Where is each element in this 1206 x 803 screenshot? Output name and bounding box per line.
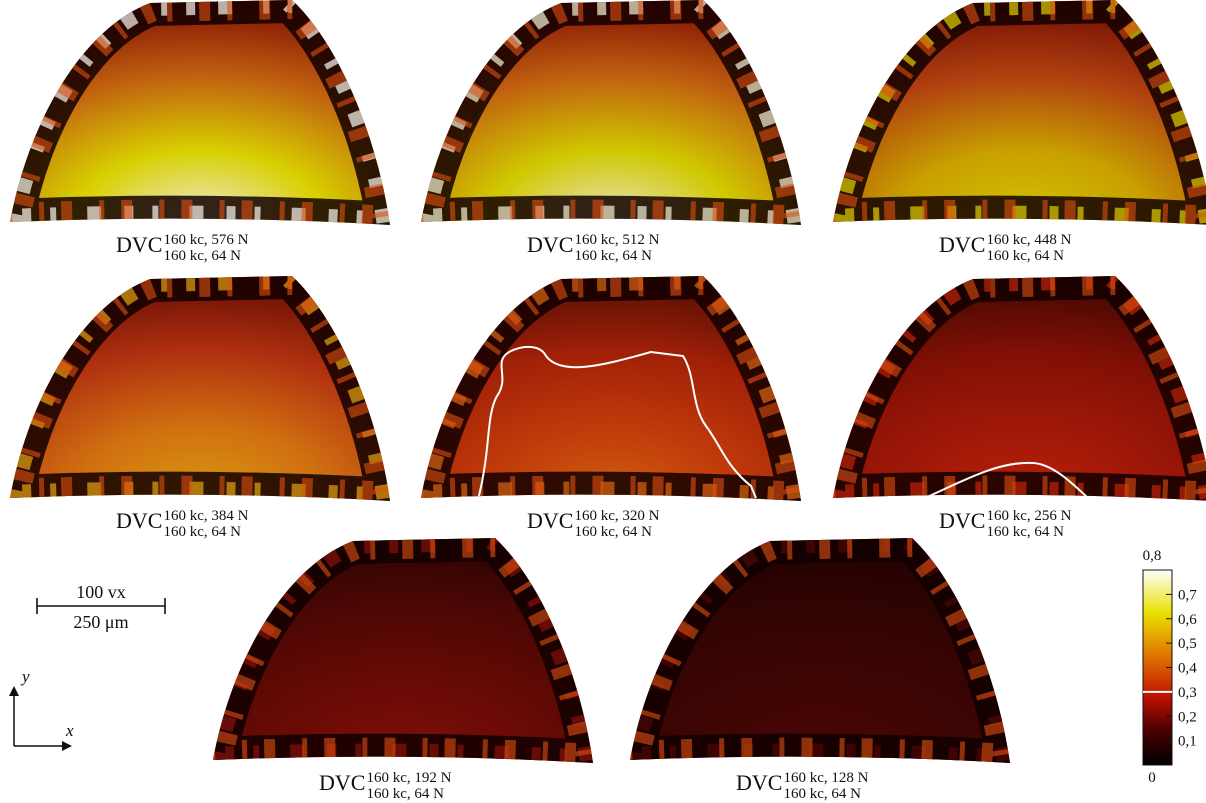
rim bbox=[833, 276, 1206, 501]
caption-sup: 160 kc, 320 N bbox=[574, 508, 659, 524]
rim-spots bbox=[630, 538, 1010, 763]
y-arrow-head bbox=[9, 686, 19, 696]
panel bbox=[421, 0, 801, 225]
scale-bottom: 250 μm bbox=[73, 612, 128, 632]
scale-bar: 100 vx 250 μm bbox=[36, 582, 166, 632]
rim-spots bbox=[833, 0, 1206, 225]
caption-sub: 160 kc, 64 N bbox=[986, 248, 1064, 264]
caption-sup: 160 kc, 512 N bbox=[574, 232, 659, 248]
colorbar-label: 0,8 bbox=[1143, 548, 1162, 564]
rim bbox=[10, 276, 390, 501]
y-axis-label: y bbox=[20, 667, 30, 686]
rim-spots bbox=[10, 276, 390, 501]
caption-main: DVC bbox=[939, 232, 985, 257]
rim-spots bbox=[421, 0, 801, 225]
panel bbox=[213, 538, 593, 763]
caption-sup: 160 kc, 128 N bbox=[783, 770, 868, 786]
colorbar-label: 0,5 bbox=[1178, 636, 1197, 652]
caption-sub: 160 kc, 64 N bbox=[163, 248, 241, 264]
caption-main: DVC bbox=[736, 770, 782, 795]
panel bbox=[10, 276, 390, 501]
panel bbox=[10, 0, 390, 225]
contour-line bbox=[924, 461, 1089, 499]
panel bbox=[833, 0, 1206, 225]
caption-sub: 160 kc, 64 N bbox=[986, 524, 1064, 540]
caption-sub: 160 kc, 64 N bbox=[574, 248, 652, 264]
caption-main: DVC bbox=[939, 508, 985, 533]
caption-sup: 160 kc, 192 N bbox=[366, 770, 451, 786]
caption-main: DVC bbox=[116, 232, 162, 257]
colorbar-label: 0,2 bbox=[1178, 709, 1197, 725]
colorbar-label: 0,3 bbox=[1178, 685, 1197, 701]
caption-sub: 160 kc, 64 N bbox=[366, 786, 444, 802]
colorbar-label: 0,7 bbox=[1178, 587, 1197, 603]
caption-main: DVC bbox=[116, 508, 162, 533]
x-axis-label: x bbox=[65, 721, 74, 740]
scale-top: 100 vx bbox=[76, 582, 126, 602]
caption-main: DVC bbox=[527, 508, 573, 533]
axes-triad: y x bbox=[9, 667, 74, 751]
contour-line bbox=[478, 345, 757, 499]
rim-spots bbox=[213, 538, 593, 763]
colorbar-label: 0,6 bbox=[1178, 612, 1197, 628]
rim-spots bbox=[421, 276, 801, 501]
colorbar-label: 0,1 bbox=[1178, 734, 1197, 750]
caption-sub: 160 kc, 64 N bbox=[783, 786, 861, 802]
rim-spots bbox=[833, 276, 1206, 501]
caption-sup: 160 kc, 256 N bbox=[986, 508, 1071, 524]
panel bbox=[833, 276, 1206, 501]
caption-sub: 160 kc, 64 N bbox=[574, 524, 652, 540]
caption-sup: 160 kc, 384 N bbox=[163, 508, 248, 524]
colorbar: 0 0,1 0,2 0,3 0,4 0,5 0,6 0,7 0,8 bbox=[1142, 548, 1197, 786]
panel bbox=[630, 538, 1010, 763]
x-arrow-head bbox=[62, 741, 72, 751]
caption-sub: 160 kc, 64 N bbox=[163, 524, 241, 540]
rim bbox=[421, 276, 801, 501]
panel bbox=[421, 276, 801, 501]
colorbar-label: 0,4 bbox=[1178, 661, 1197, 677]
caption-sup: 160 kc, 448 N bbox=[986, 232, 1071, 248]
panels bbox=[10, 0, 1206, 763]
caption-sup: 160 kc, 576 N bbox=[163, 232, 248, 248]
colorbar-label: 0 bbox=[1148, 770, 1156, 786]
caption-main: DVC bbox=[527, 232, 573, 257]
caption-main: DVC bbox=[319, 770, 365, 795]
rim-spots bbox=[10, 0, 390, 225]
